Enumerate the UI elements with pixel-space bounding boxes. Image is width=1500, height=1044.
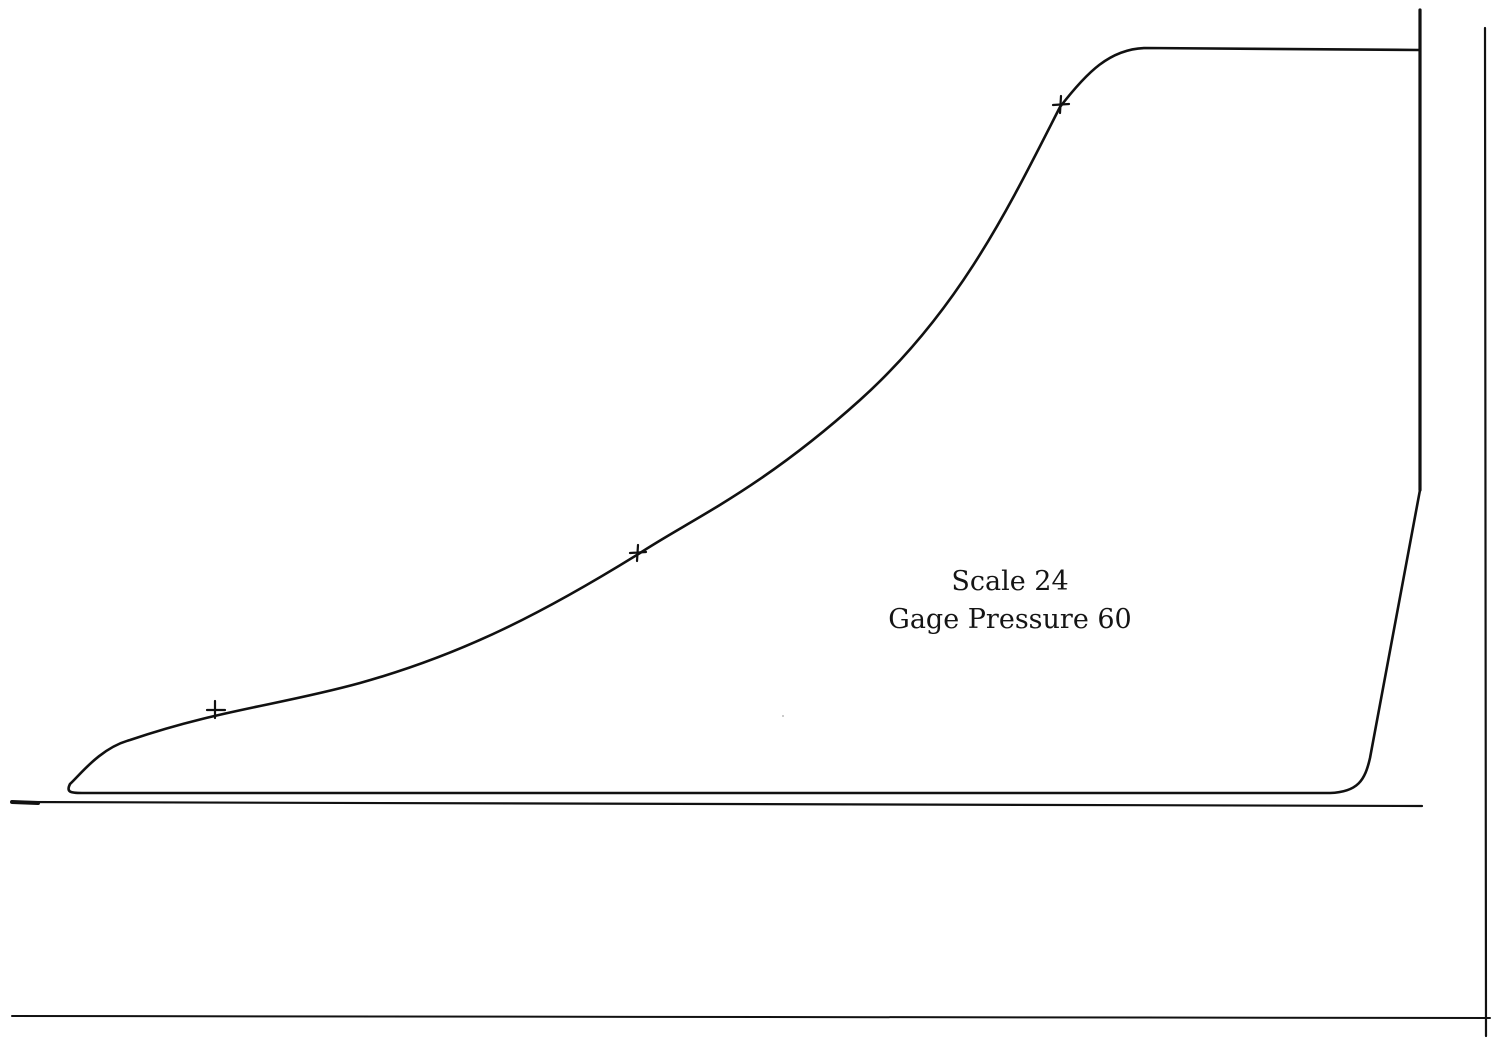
- scale-label: Scale 24: [951, 566, 1069, 597]
- cross-marker-1: [205, 699, 227, 720]
- cross-marker-3: [1051, 94, 1071, 115]
- gage-pressure-label: Gage Pressure 60: [888, 604, 1132, 635]
- diagram-caption: Scale 24 Gage Pressure 60: [860, 563, 1160, 639]
- atmospheric-line-start-mark: [10, 800, 40, 805]
- cross-marker-2: [628, 543, 648, 563]
- reference-line: [11, 1015, 1491, 1019]
- right-reference-line: [1483, 26, 1488, 1038]
- indicator-card-outline: [67, 46, 1422, 795]
- paper-speck: [782, 715, 784, 717]
- atmospheric-line: [10, 800, 1424, 808]
